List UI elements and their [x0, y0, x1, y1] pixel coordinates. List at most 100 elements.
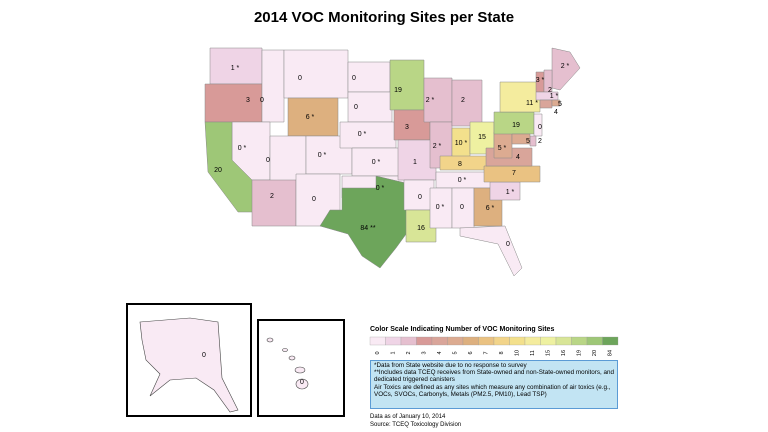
- state-label: 3 *: [536, 77, 545, 84]
- state-label: 11 *: [526, 100, 538, 107]
- alaska: [139, 317, 239, 413]
- state-label: 0 *: [458, 177, 467, 184]
- state: [529, 135, 537, 147]
- state: [283, 49, 349, 99]
- legend-swatch: [462, 336, 479, 346]
- state-label: 4: [516, 154, 520, 161]
- state: [511, 133, 531, 145]
- state: [339, 121, 397, 149]
- state: [551, 99, 561, 107]
- state-label: 7: [512, 170, 516, 177]
- state-label: 19: [394, 87, 402, 94]
- legend-swatch: [478, 336, 495, 346]
- state-label: 0: [266, 157, 270, 164]
- state-label: 2: [270, 193, 274, 200]
- legend-swatch: [431, 336, 448, 346]
- footer-line: Data as of January 10, 2014: [370, 414, 446, 420]
- state-label: 19: [512, 122, 520, 129]
- legend-tick-label: 84: [608, 350, 614, 356]
- state-label: 0: [354, 104, 358, 111]
- title: 2014 VOC Monitoring Sites per State: [254, 9, 514, 26]
- state-label: 0 *: [436, 204, 445, 211]
- legend-swatch: [586, 336, 603, 346]
- state-label: 5 *: [498, 145, 507, 152]
- note: Air Toxics are defined as any sites whic…: [374, 383, 611, 398]
- state-label: 0: [312, 196, 316, 203]
- alaska-box: [126, 303, 252, 417]
- state-label: 8: [458, 161, 462, 168]
- legend-swatch: [571, 336, 588, 346]
- legend-swatch: [400, 336, 417, 346]
- state-label: 0 *: [372, 159, 381, 166]
- state: [539, 99, 553, 109]
- legend-tick-label: 10: [515, 350, 521, 356]
- state: [389, 59, 425, 111]
- state: [319, 175, 413, 269]
- state: [405, 209, 437, 243]
- legend-tick-label: 16: [561, 350, 567, 356]
- state-label: 2 *: [426, 97, 435, 104]
- state-label: 4: [554, 109, 558, 116]
- state-label: 0: [352, 75, 356, 82]
- legend-tick-label: 7: [484, 351, 490, 354]
- state-label: 1: [413, 159, 417, 166]
- state-label: 3: [405, 124, 409, 131]
- state-label: 1 *: [231, 65, 240, 72]
- legend-swatch: [555, 336, 572, 346]
- state-label: 6 *: [306, 114, 315, 121]
- state-label: 0 *: [358, 131, 367, 138]
- state-label: 2: [538, 138, 542, 145]
- state: [251, 179, 297, 227]
- legend-swatch: [509, 336, 526, 346]
- legend-swatch: [369, 336, 386, 346]
- footer-line: Source: TCEQ Toxicology Division: [370, 422, 462, 428]
- state-label: 0: [506, 241, 510, 248]
- legend-swatch: [540, 336, 557, 346]
- state: [533, 113, 543, 137]
- state-label: 6 *: [486, 205, 495, 212]
- hawaii-island: [295, 378, 309, 390]
- legend-tick-label: 11: [530, 350, 536, 356]
- alaska-label: 0: [202, 352, 206, 359]
- state-label: 0 *: [318, 152, 327, 159]
- legend-tick-label: 3: [422, 351, 428, 354]
- hawaii-island: [294, 366, 306, 374]
- legend-tick-label: 8: [499, 351, 505, 354]
- state: [459, 225, 523, 277]
- state-label: 0 *: [238, 145, 247, 152]
- legend-swatch: [416, 336, 433, 346]
- state: [439, 155, 491, 171]
- legend-tick-label: 5: [453, 351, 459, 354]
- note: *Data from State website due to no respo…: [374, 362, 527, 369]
- notes-box: *Data from State website due to no respo…: [370, 360, 618, 409]
- state-label: 5: [526, 138, 530, 145]
- state-label: 1 *: [550, 93, 559, 100]
- legend-tick-label: 2: [406, 351, 412, 354]
- legend-tick-label: 19: [577, 350, 583, 356]
- legend-swatch: [447, 336, 464, 346]
- state-label: 2: [548, 87, 552, 94]
- legend-tick-label: 6: [468, 351, 474, 354]
- hawaii-island: [282, 348, 288, 352]
- footer: Data as of January 10, 2014 Source: TCEQ…: [370, 413, 461, 429]
- state-label: 15: [478, 134, 486, 141]
- state-label: 0: [418, 194, 422, 201]
- hawaii-label: 0: [300, 379, 304, 386]
- state-label: 0 *: [376, 185, 385, 192]
- legend-tick-label: 0: [375, 351, 381, 354]
- legend-title: Color Scale Indicating Number of VOC Mon…: [370, 326, 554, 333]
- state-label: 0: [260, 97, 264, 104]
- hawaii-island: [266, 337, 274, 343]
- legend-swatch: [385, 336, 402, 346]
- legend-tick-label: 1: [391, 351, 397, 354]
- legend-tick-label: 4: [437, 351, 443, 354]
- legend-swatch: [602, 336, 619, 346]
- legend-tick-label: 15: [546, 350, 552, 356]
- state-label: 2 *: [561, 63, 570, 70]
- hawaii-box: [257, 319, 345, 417]
- state-label: 0: [460, 204, 464, 211]
- legend-swatch: [493, 336, 510, 346]
- state: [451, 79, 483, 127]
